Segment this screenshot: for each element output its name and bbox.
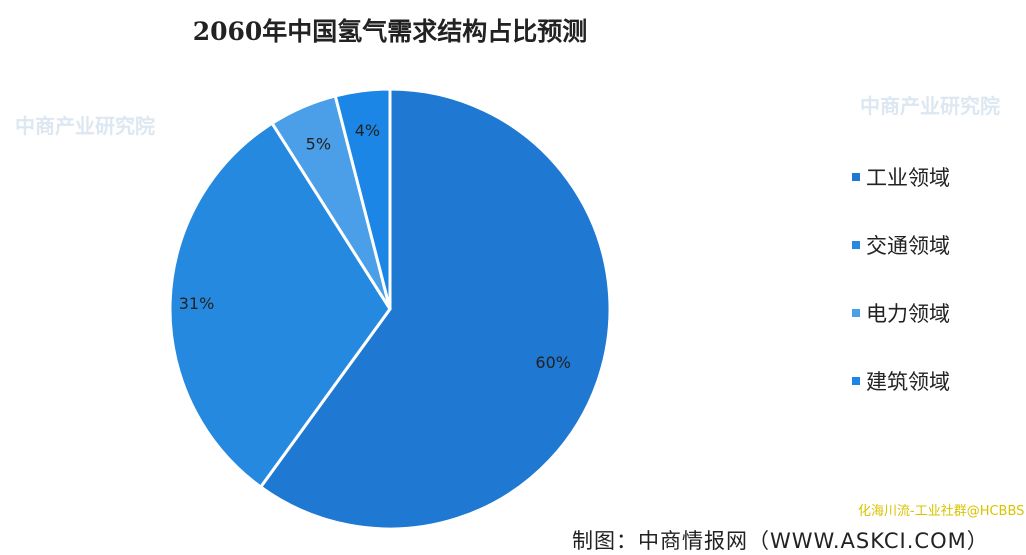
data-label-2: 31% [179, 294, 215, 313]
pie-slice-1 [258, 87, 612, 531]
legend-label: 工业领域 [866, 166, 950, 190]
legend-label: 电力领域 [866, 302, 950, 326]
legend-swatch [852, 309, 860, 317]
legend-item: 建筑领域 [852, 366, 950, 396]
overlay-watermark-text: 化海川流-工业社群@HCBBS [858, 504, 1025, 519]
legend-label: 交通领域 [866, 234, 950, 258]
legend-item: 工业领域 [852, 162, 950, 192]
legend-item: 交通领域 [852, 230, 950, 260]
legend-item: 电力领域 [852, 298, 950, 328]
legend-swatch [852, 173, 860, 181]
source-note: 制图：中商情报网（WWW.ASKCI.COM） [572, 529, 989, 553]
data-label-4: 4% [355, 121, 380, 140]
pie-slice-2 [168, 121, 392, 490]
chart-title: 2060年中国氢气需求结构占比预测 [192, 17, 588, 46]
data-label-3: 5% [306, 134, 331, 153]
legend-swatch [852, 377, 860, 385]
watermark-text: 中商产业研究院 [15, 114, 155, 138]
legend-swatch [852, 241, 860, 249]
legend-label: 建筑领域 [866, 370, 950, 394]
data-label-1: 60% [535, 353, 571, 372]
pie-slice-4 [333, 87, 392, 310]
watermark-text: 中商产业研究院 [860, 94, 1000, 118]
